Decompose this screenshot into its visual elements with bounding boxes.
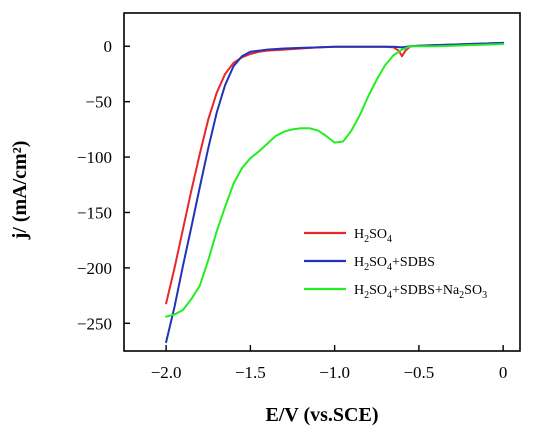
series-layer	[165, 41, 505, 344]
legend-label-3: H2SO4+SDBS+Na2SO3	[354, 283, 487, 301]
x-tick-label: −1.0	[319, 363, 350, 382]
y-tick-label: −50	[85, 93, 112, 112]
series-line-1	[165, 41, 505, 305]
ticks-layer: −2.0 −1.5 −1.0 −0.5 0 0 −50 −100 −150 −200 −250	[77, 37, 507, 382]
legend-label-2: H2SO4+SDBS	[354, 255, 435, 273]
x-tick-label: −1.5	[235, 363, 266, 382]
legend-label-1: H2SO4	[354, 227, 392, 245]
legend: H2SO4 H2SO4+SDBS H2SO4+SDBS+Na2SO3	[304, 227, 487, 301]
x-tick-label: −2.0	[151, 363, 182, 382]
y-tick-label: −200	[77, 259, 112, 278]
x-tick-label: 0	[499, 363, 508, 382]
series-line-3	[165, 43, 505, 318]
y-tick-label: −100	[77, 148, 112, 167]
y-tick-label: 0	[104, 37, 113, 56]
plot-frame	[123, 12, 521, 352]
y-axis-title: j/ (mA/cm²)	[9, 141, 31, 241]
x-axis-title: E/V (vs.SCE)	[266, 404, 379, 426]
y-tick-label: −150	[77, 203, 112, 222]
y-tick-label: −250	[77, 314, 112, 333]
x-tick-label: −0.5	[403, 363, 434, 382]
